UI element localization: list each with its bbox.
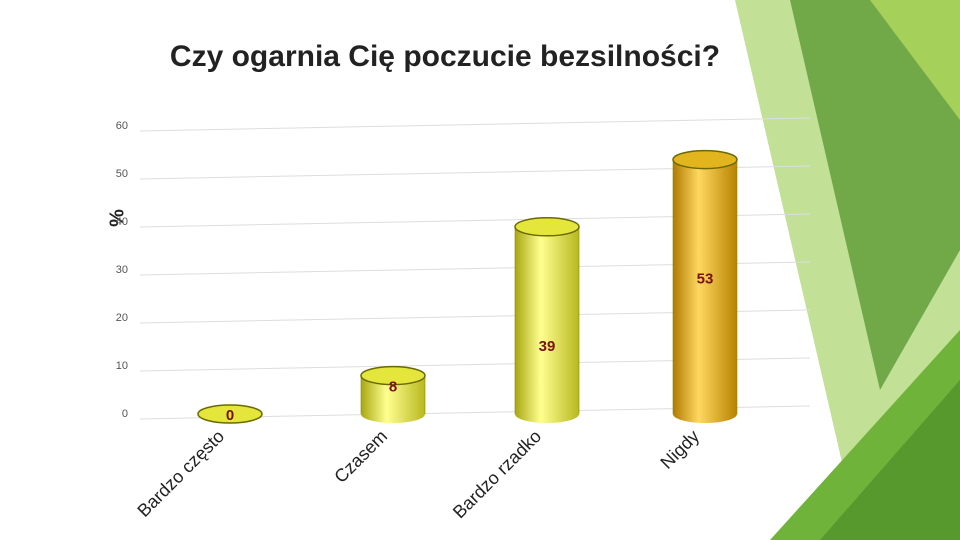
y-tick-label: 40 (116, 216, 128, 228)
x-tick-label: Bardzo często (133, 426, 228, 521)
bar-top (197, 404, 263, 424)
y-tick-label: 0 (122, 408, 128, 420)
y-tick-label: 20 (116, 312, 128, 324)
bar-top (514, 217, 580, 237)
bar-top (672, 149, 738, 170)
value-label: 8 (389, 379, 397, 396)
value-label: 53 (697, 271, 714, 288)
plot: 0 10 20 30 40 50 60 0 Bardzo często 8 Czasem 39 Bard… (116, 117, 811, 522)
bar-bottom (673, 405, 737, 423)
y-tick-label: 30 (116, 264, 128, 276)
decoration (735, 0, 960, 540)
x-tick-label: Czasem (330, 426, 391, 487)
grid-line (139, 117, 811, 132)
value-label: 39 (539, 338, 556, 355)
bar (514, 226, 580, 415)
x-tick-label: Bardzo rzadko (449, 426, 545, 522)
y-tick-label: 60 (116, 120, 128, 132)
bar-top (360, 365, 426, 386)
x-tick-label: Nigdy (656, 426, 703, 473)
y-axis-label: % (106, 209, 128, 227)
bar-bottom (361, 405, 425, 423)
y-tick-label: 10 (116, 360, 128, 372)
chart-title: Czy ogarnia Cię poczucie bezsilności? (170, 40, 720, 73)
y-tick-label: 50 (116, 168, 128, 180)
bar-bottom (515, 405, 579, 423)
value-label: 0 (226, 407, 234, 424)
